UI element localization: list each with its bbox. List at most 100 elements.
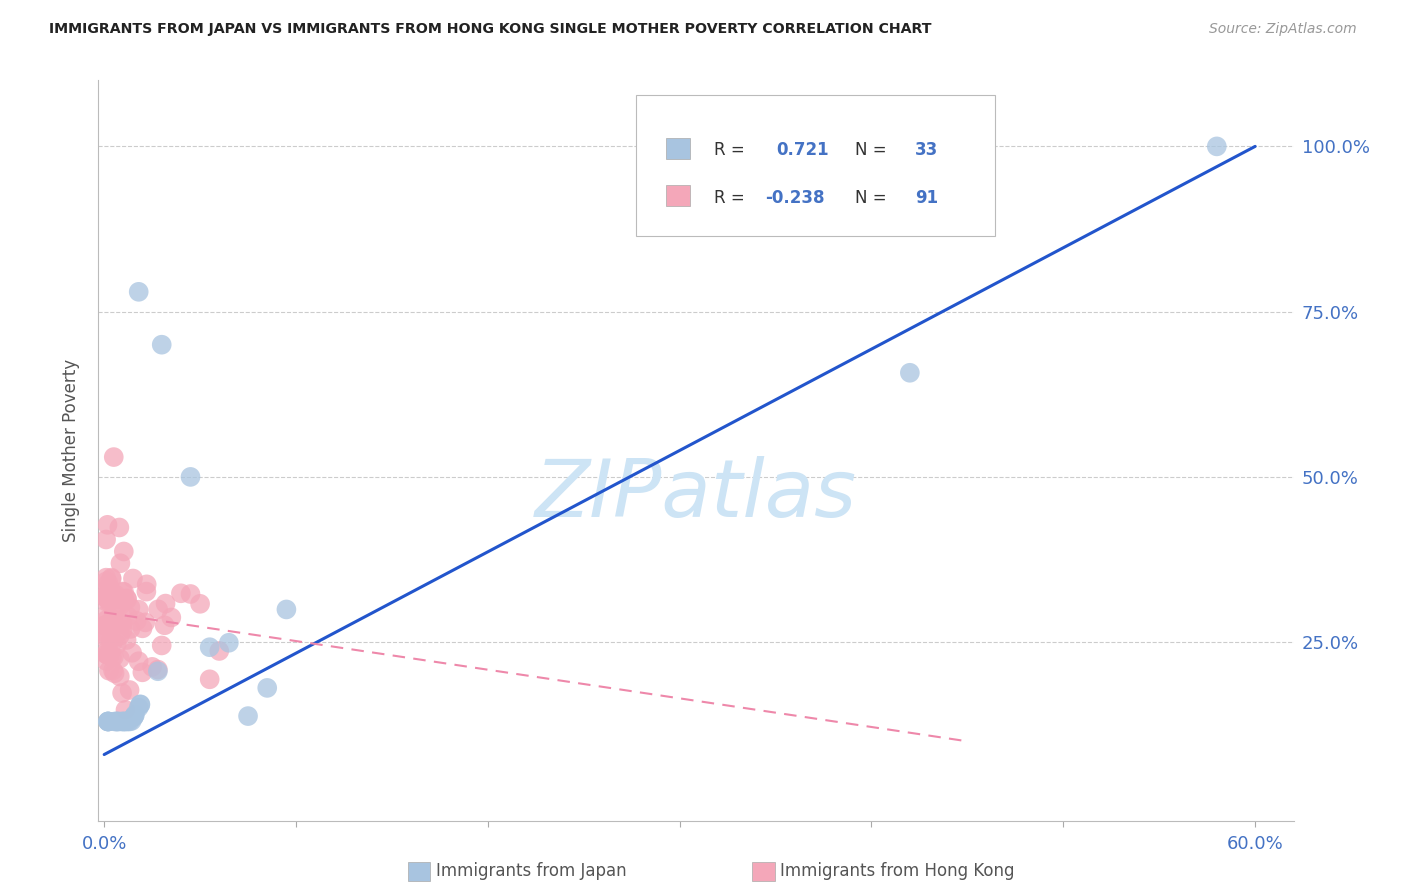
Point bbox=[94, 571, 117, 585]
Point bbox=[96, 591, 118, 606]
Point bbox=[117, 609, 139, 624]
Point bbox=[118, 714, 141, 729]
Point bbox=[96, 627, 118, 641]
Text: N =: N = bbox=[855, 142, 891, 160]
Point bbox=[94, 654, 117, 668]
Point bbox=[110, 714, 132, 729]
Point bbox=[115, 591, 138, 606]
Point bbox=[103, 450, 125, 464]
Point bbox=[96, 517, 118, 532]
Point bbox=[115, 592, 138, 607]
Text: 33: 33 bbox=[915, 142, 938, 160]
Point bbox=[97, 714, 120, 729]
Point bbox=[120, 622, 142, 636]
Point bbox=[117, 714, 139, 729]
Text: Source: ZipAtlas.com: Source: ZipAtlas.com bbox=[1209, 22, 1357, 37]
Text: R =: R = bbox=[714, 189, 749, 207]
Point bbox=[111, 624, 134, 638]
Point bbox=[135, 577, 157, 591]
Point bbox=[111, 584, 134, 599]
Bar bbox=[666, 138, 689, 159]
Point bbox=[103, 607, 125, 621]
Point bbox=[121, 714, 143, 728]
Point bbox=[96, 582, 118, 596]
Point bbox=[129, 698, 152, 712]
Point bbox=[94, 594, 117, 608]
Point bbox=[114, 714, 136, 729]
Point bbox=[114, 592, 136, 607]
Point bbox=[98, 648, 121, 662]
Point bbox=[108, 520, 131, 534]
Point bbox=[128, 654, 150, 668]
Point bbox=[112, 592, 135, 607]
Y-axis label: Single Mother Poverty: Single Mother Poverty bbox=[62, 359, 80, 542]
Point bbox=[104, 619, 127, 633]
Point bbox=[198, 640, 221, 655]
Point bbox=[97, 664, 120, 678]
Point bbox=[94, 617, 117, 632]
Point bbox=[96, 591, 118, 606]
Point bbox=[146, 663, 169, 677]
Point bbox=[179, 470, 201, 484]
Point bbox=[100, 571, 122, 585]
Point bbox=[94, 630, 117, 644]
Point bbox=[97, 714, 120, 729]
Point bbox=[134, 615, 156, 630]
Point bbox=[170, 586, 193, 600]
Point bbox=[155, 597, 177, 611]
Point bbox=[115, 632, 138, 647]
Text: 91: 91 bbox=[915, 189, 938, 207]
Point bbox=[188, 597, 211, 611]
Point bbox=[122, 710, 145, 724]
Point bbox=[111, 686, 134, 700]
Point bbox=[122, 572, 145, 586]
Point bbox=[146, 665, 169, 679]
Point bbox=[128, 700, 150, 714]
Point bbox=[108, 591, 131, 606]
Point bbox=[218, 636, 240, 650]
Text: 0.721: 0.721 bbox=[776, 142, 828, 160]
Text: ZIPatlas: ZIPatlas bbox=[534, 456, 858, 534]
Point bbox=[198, 673, 221, 687]
Point bbox=[98, 595, 121, 609]
Point bbox=[107, 714, 129, 729]
Point bbox=[96, 648, 118, 662]
Point bbox=[97, 714, 120, 729]
Point bbox=[94, 574, 117, 589]
Point bbox=[96, 643, 118, 657]
Text: Immigrants from Japan: Immigrants from Japan bbox=[436, 862, 627, 880]
Point bbox=[103, 666, 125, 681]
Point bbox=[94, 618, 117, 632]
Point bbox=[236, 709, 259, 723]
Point bbox=[105, 638, 128, 652]
Point bbox=[100, 633, 122, 648]
Point bbox=[105, 599, 128, 613]
Point bbox=[101, 650, 124, 665]
Point bbox=[131, 621, 153, 635]
Point bbox=[1205, 139, 1227, 153]
Point bbox=[114, 703, 136, 717]
Point bbox=[98, 646, 121, 660]
Point bbox=[131, 665, 153, 680]
Point bbox=[112, 585, 135, 599]
Point bbox=[125, 614, 148, 628]
Point bbox=[105, 714, 128, 729]
Text: R =: R = bbox=[714, 142, 749, 160]
Point bbox=[276, 602, 298, 616]
Point bbox=[103, 649, 125, 664]
Point bbox=[118, 683, 141, 698]
Point bbox=[108, 669, 131, 683]
Point bbox=[122, 709, 145, 723]
Point bbox=[94, 589, 117, 603]
Point bbox=[121, 646, 143, 660]
Point bbox=[120, 600, 142, 615]
Point bbox=[94, 533, 117, 547]
Point bbox=[124, 707, 146, 722]
Point bbox=[150, 337, 173, 351]
Point bbox=[107, 714, 129, 729]
Point bbox=[110, 556, 132, 570]
Point bbox=[108, 629, 131, 643]
Point bbox=[160, 610, 183, 624]
Point bbox=[129, 698, 152, 712]
Point bbox=[112, 544, 135, 558]
